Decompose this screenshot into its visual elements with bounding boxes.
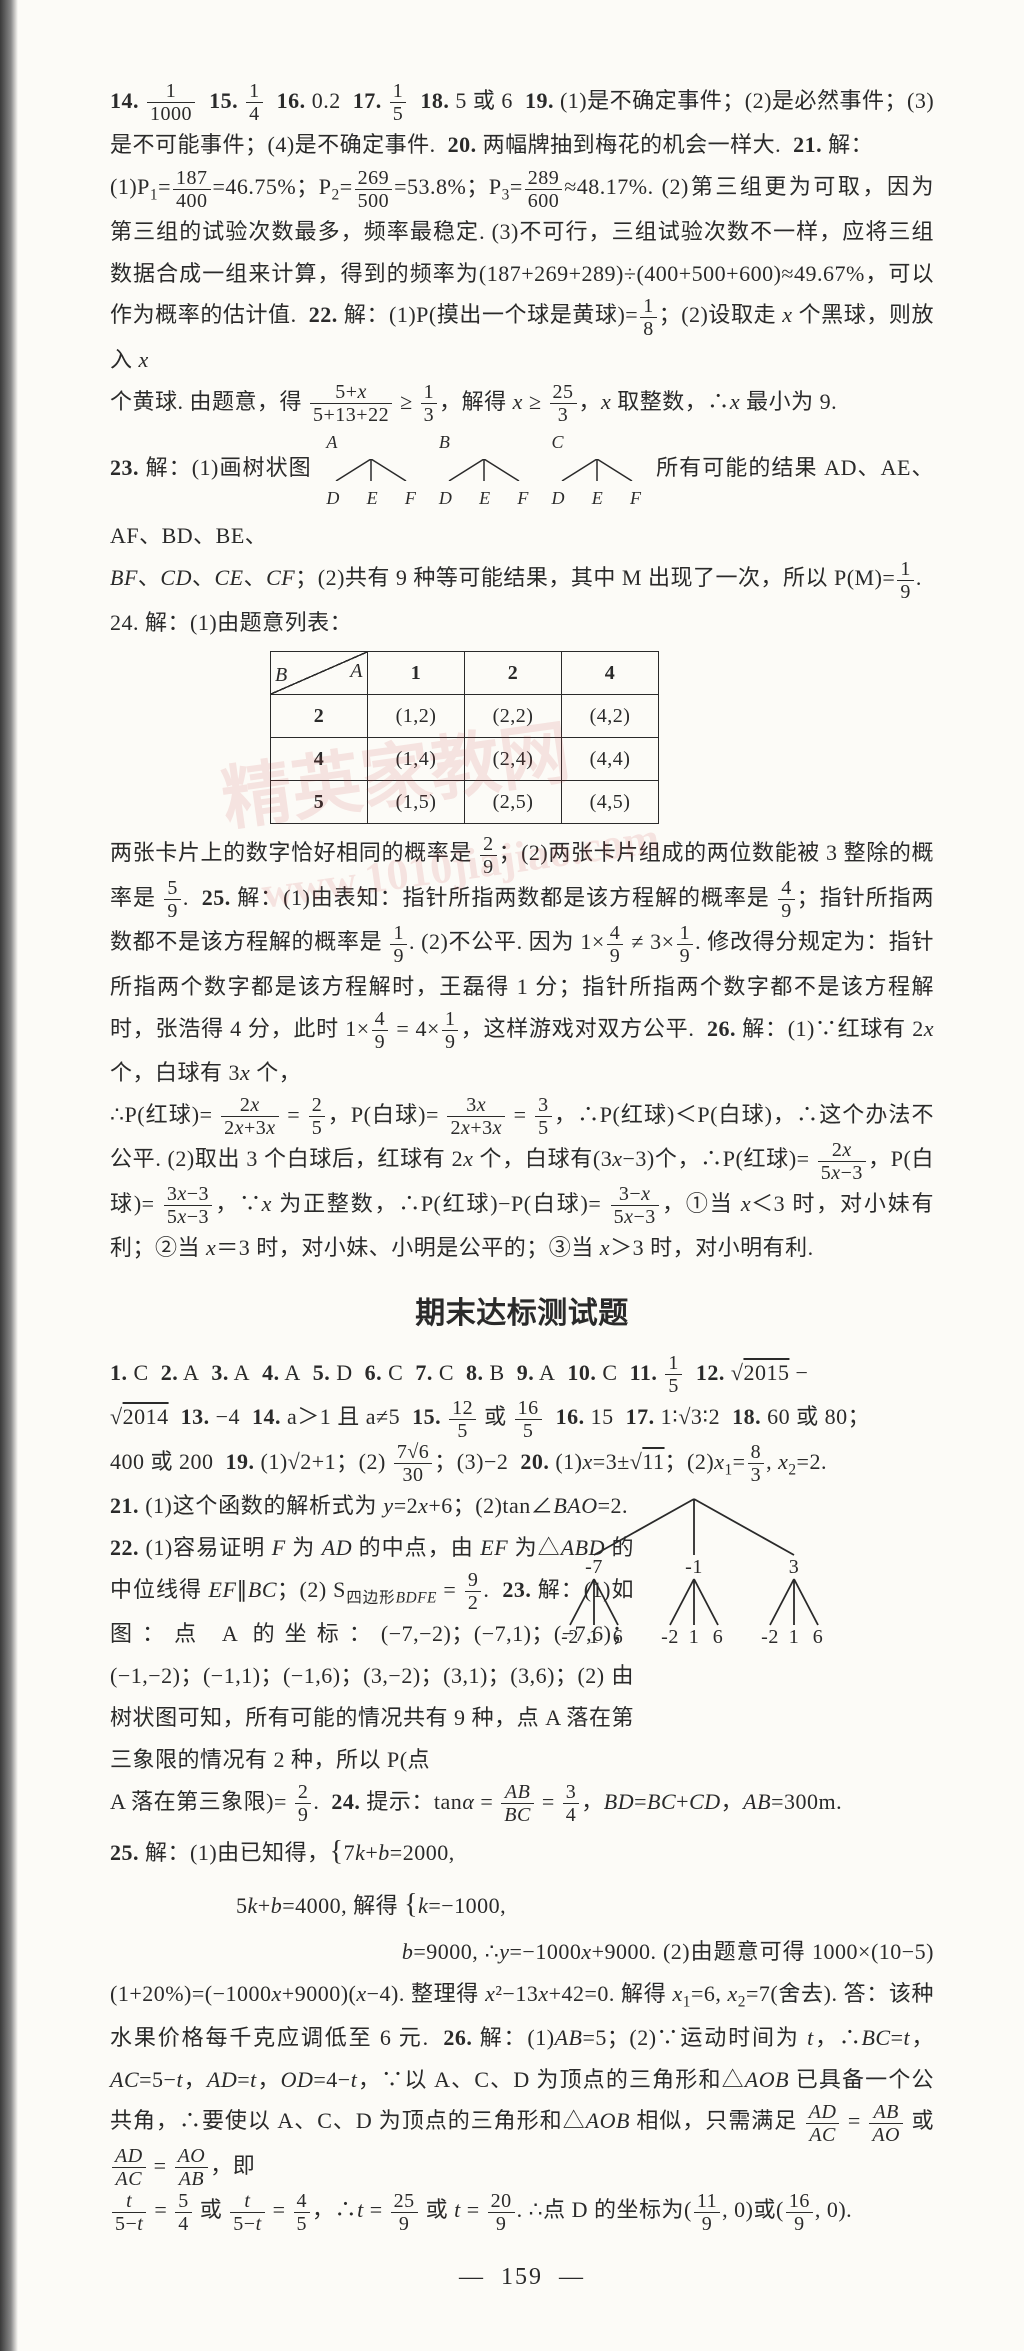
table-row: 4 (1,4) (2,4) (4,4) [271,738,659,781]
line-21: (1)P1=187400=46.75%；P2=269500=53.8%；P3=2… [110,166,934,380]
svg-text:-1: -1 [685,1556,703,1578]
svg-text:1: 1 [589,1626,600,1645]
col-2: 2 [465,652,562,695]
line-24-intro: 24. 解：(1)由题意列表： [110,602,934,644]
final-25: 25. 解：(1)由已知得，{7k+b=2000, 5k+b=4000, 解得 … [110,1825,934,2189]
tree-small-a: A DEF [326,425,416,515]
tree-small-b: B DEF [439,425,529,515]
answer-body: 14. 11000 15. 14 16. 0.2 17. 15 18. 5 或 … [110,80,934,2234]
line-14-19: 14. 11000 15. 14 16. 0.2 17. 15 18. 5 或 … [110,80,934,166]
table-row: 2 (1,2) (2,2) (4,2) [271,695,659,738]
page-number: — 159 — [110,2264,934,2291]
line-22b: 个黄球. 由题意，得 5+x5+13+22 ≥ 13，解得 x ≥ 253，x … [110,381,934,425]
svg-text:-2: -2 [561,1626,579,1645]
svg-text:-2: -2 [661,1626,679,1645]
final-test-title: 期末达标测试题 [110,1285,934,1342]
final-mc-3: 400 或 200 19. (1)√2+1；(2) 7√630；(3)−2 20… [110,1441,934,1485]
col-1: 1 [368,652,465,695]
svg-text:6: 6 [613,1626,624,1645]
tree-top-b: B [439,432,451,452]
svg-text:-7: -7 [585,1556,603,1578]
line-23a: 23. 解：(1)画树状图 A DEF B DEF C DEF 所有可能的结果 … [110,425,934,557]
line-24-after: 两张卡片上的数字恰好相同的概率是 29；(2)两张卡片组成的两位数能被 3 整除… [110,832,934,1093]
page: 精英家教网 www.1010jiajiao.com 14. 11000 15. … [0,0,1024,2351]
a16: 0.2 [312,88,341,113]
q24-table: A B 1 2 4 2 (1,2) (2,2) (4,2) 4 (1,4) (2… [270,651,659,824]
table-corner: A B [271,652,368,695]
tree-top-a: A [326,432,338,452]
line-23b: BF、CD、CE、CF；(2)共有 9 种等可能结果，其中 M 出现了一次，所以… [110,557,934,601]
svg-text:3: 3 [789,1556,800,1578]
a18: 5 或 6 [455,88,513,113]
svg-text:1: 1 [789,1626,800,1645]
svg-text:1: 1 [689,1626,700,1645]
svg-text:6: 6 [713,1626,724,1645]
final-23b: A 落在第三象限)= 29. 24. 提示：tanα = ABBC = 34，B… [110,1781,934,1825]
tree-svg: -7-13 -216 -216 -216 [554,1495,834,1645]
svg-text:6: 6 [813,1626,824,1645]
tree-top-c: C [552,432,565,452]
final-mc: 1. C 2. A 3. A 4. A 5. D 6. C 7. C 8. B … [110,1352,934,1396]
q23-tree-diagram: -7-13 -216 -216 -216 [554,1495,834,1645]
svg-text:-2: -2 [761,1626,779,1645]
final-mc-2: √2014 13. −4 14. a＞1 且 a≠5 15. 125 或 165… [110,1396,934,1440]
table-row: 5 (1,5) (2,5) (4,5) [271,781,659,824]
col-4: 4 [562,652,659,695]
a20: 两幅牌抽到梅花的机会一样大. [483,132,782,157]
line-26: ∴P(红球)= 2x2x+3x = 25，P(白球)= 3x2x+3x = 35… [110,1094,934,1269]
tree-small-c: C DEF [552,425,642,515]
final-26b: t5−t = 54 或 t5−t = 45，∴t = 259 或 t = 209… [110,2189,934,2233]
